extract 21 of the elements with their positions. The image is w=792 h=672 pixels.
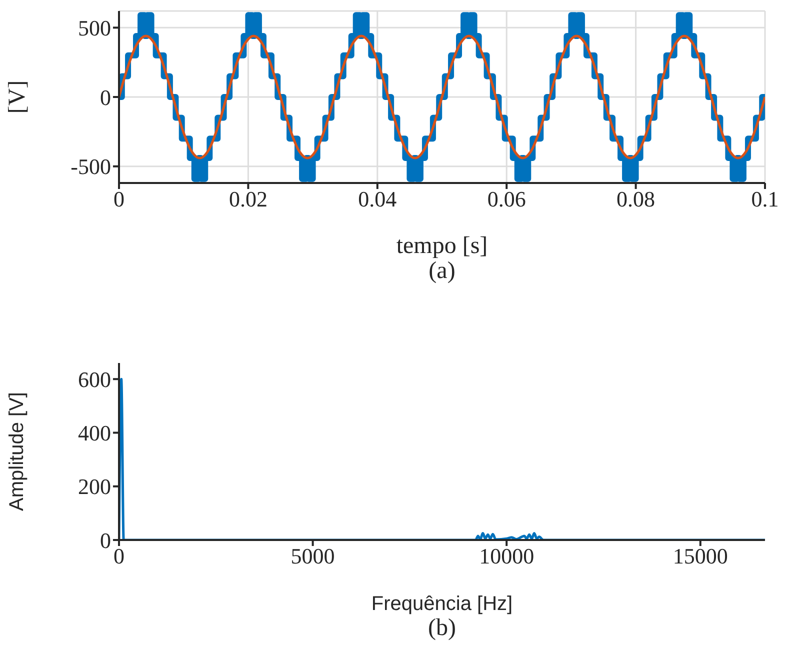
x-tick-label: 10000	[479, 544, 534, 569]
x-tick-label: 0.06	[487, 186, 526, 212]
text: (b)	[427, 615, 457, 642]
x-tick-label: 0.08	[616, 186, 656, 212]
x-tick-label: 0.1	[751, 186, 779, 212]
x-tick-label: 0.02	[228, 186, 268, 212]
x-tick-label: 0.04	[358, 186, 397, 212]
y-axis-title: Amplitude [V]	[6, 392, 28, 511]
y-axis-title: [V]	[4, 80, 31, 114]
y-tick-label: 500	[78, 15, 111, 40]
text: (a)	[428, 258, 456, 285]
y-tick-label: -500	[70, 154, 111, 180]
y-tick-label: 0	[100, 528, 111, 553]
x-tick-label: 15000	[672, 544, 728, 569]
x-axis-title: tempo [s]	[396, 233, 488, 259]
x-axis-title: Frequência [Hz]	[371, 593, 513, 615]
y-tick-label: 400	[78, 420, 111, 446]
y-tick-label: 0	[100, 84, 111, 110]
y-tick-label: 200	[78, 474, 111, 500]
y-tick-label: 600	[78, 366, 111, 392]
x-tick-label: 5000	[290, 544, 335, 569]
